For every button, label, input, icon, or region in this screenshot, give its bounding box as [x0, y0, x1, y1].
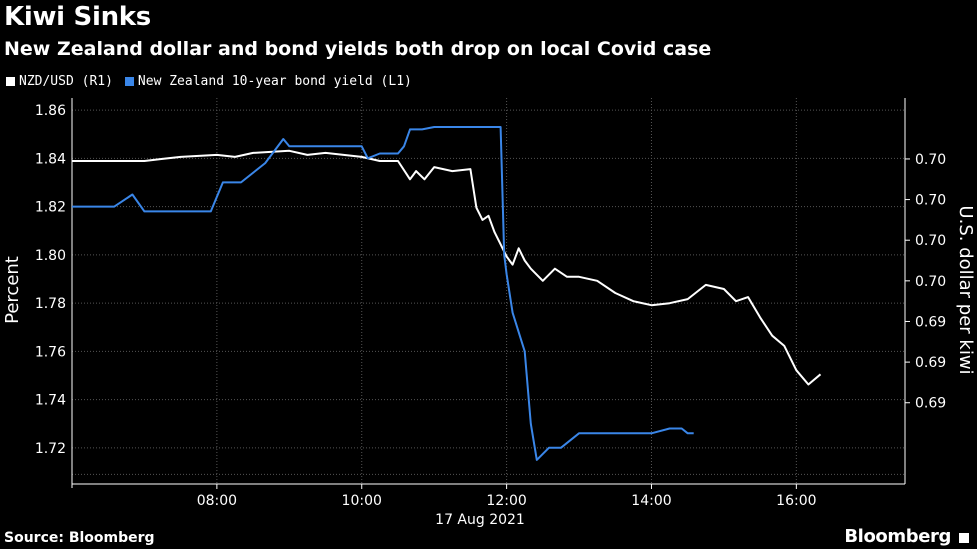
brand-square-icon [959, 533, 969, 543]
bloomberg-logo: Bloomberg [844, 526, 951, 547]
y-right-tick-label: 0.70 [915, 152, 946, 168]
legend-label-nzd: NZD/USD (R1) [19, 74, 113, 89]
x-tick-label: 10:00 [342, 493, 382, 509]
y-left-tick-label: 1.72 [35, 441, 66, 457]
y-right-tick-label: 0.69 [915, 396, 946, 412]
y-left-tick-label: 1.84 [35, 151, 66, 167]
y-left-tick-label: 1.76 [35, 344, 66, 360]
chart-title: Kiwi Sinks [4, 2, 151, 32]
y-right-tick-label: 0.69 [915, 314, 946, 330]
x-tick-label: 14:00 [631, 493, 671, 509]
y-right-tick-label: 0.69 [915, 355, 946, 371]
legend-item-bond: New Zealand 10-year bond yield (L1) [124, 74, 412, 89]
series-line-bond-yield [72, 126, 694, 461]
legend-swatch-bond [124, 77, 134, 86]
y-right-tick-label: 0.70 [915, 274, 946, 290]
y-left-axis-title: Percent [2, 256, 23, 324]
x-tick-label: 08:00 [197, 493, 237, 509]
chart-subtitle: New Zealand dollar and bond yields both … [4, 38, 712, 60]
legend-label-bond: New Zealand 10-year bond yield (L1) [137, 74, 412, 89]
x-tick-label: 12:00 [486, 493, 526, 509]
y-left-tick-label: 1.80 [35, 248, 66, 264]
x-tick-label: 16:00 [776, 493, 816, 509]
x-axis-title: 17 Aug 2021 [435, 512, 525, 528]
legend-swatch-nzd [6, 77, 15, 86]
y-right-tick-label: 0.70 [915, 193, 946, 209]
y-left-tick-label: 1.78 [35, 296, 66, 312]
legend: NZD/USD (R1) New Zealand 10-year bond yi… [6, 74, 412, 89]
y-left-tick-label: 1.74 [35, 393, 66, 409]
series-line-nzd-usd [72, 149, 822, 386]
y-right-tick-label: 0.70 [915, 233, 946, 249]
y-right-axis-title: U.S. dollar per kiwi [955, 205, 976, 374]
y-left-tick-label: 1.82 [35, 200, 66, 216]
legend-item-nzd: NZD/USD (R1) [6, 74, 113, 89]
source-note: Source: Bloomberg [4, 530, 155, 546]
y-left-tick-label: 1.86 [35, 103, 66, 119]
